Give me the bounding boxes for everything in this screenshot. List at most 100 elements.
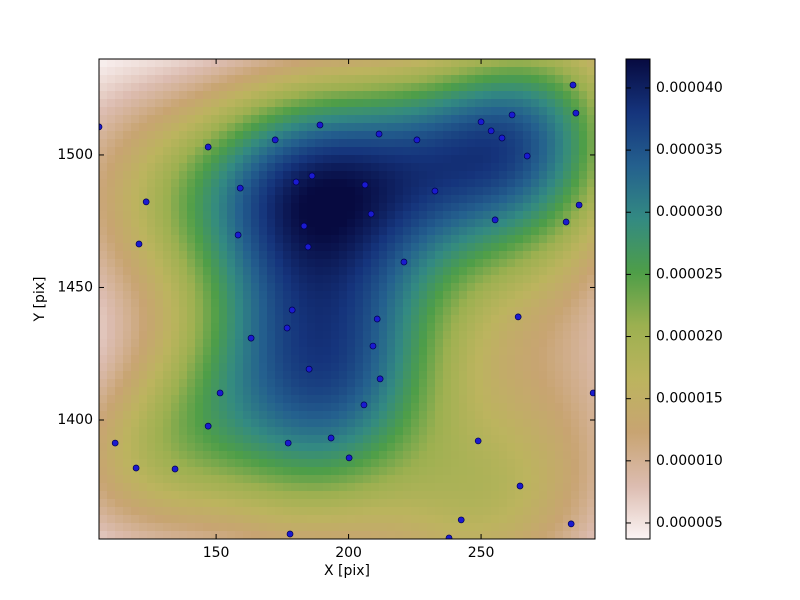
density-cell [467,251,476,260]
density-cell [563,107,572,116]
density-cell [499,307,508,316]
density-cell [499,99,508,108]
density-cell [171,163,180,172]
density-cell [563,299,572,308]
density-cell [147,443,156,452]
density-cell [195,259,204,268]
density-cell [371,147,380,156]
density-cell [235,171,244,180]
density-cell [251,267,260,276]
density-cell [371,387,380,396]
density-cell [539,131,548,140]
density-cell [243,107,252,116]
density-cell [587,531,595,539]
density-cell [243,251,252,260]
density-cell [363,211,372,220]
density-cell [195,99,204,108]
density-cell [451,347,460,356]
density-cell [371,483,380,492]
density-cell [371,275,380,284]
density-cell [435,291,444,300]
density-cell [227,499,236,508]
density-cell [155,483,164,492]
density-cell [403,499,412,508]
density-cell [339,403,348,412]
density-cell [259,139,268,148]
density-cell [531,363,540,372]
density-cell [379,363,388,372]
density-cell [259,83,268,92]
density-cell [235,75,244,84]
density-cell [187,107,196,116]
density-cell [147,195,156,204]
density-cell [107,171,116,180]
density-cell [563,451,572,460]
density-cell [347,171,356,180]
density-cell [555,59,564,68]
density-cell [163,379,172,388]
density-cell [587,299,595,308]
density-cell [491,219,500,228]
density-cell [123,163,132,172]
density-cell [171,315,180,324]
density-cell [523,371,532,380]
density-cell [507,115,516,124]
density-cell [267,219,276,228]
density-cell [323,235,332,244]
density-cell [99,403,108,412]
density-cell [299,403,308,412]
density-cell [587,147,595,156]
density-cell [371,419,380,428]
density-cell [451,139,460,148]
density-cell [219,395,228,404]
density-cell [211,75,220,84]
density-cell [507,467,516,476]
density-cell [355,411,364,420]
density-cell [163,411,172,420]
density-cell [179,227,188,236]
density-cell [243,483,252,492]
density-cell [555,107,564,116]
density-cell [539,115,548,124]
density-cell [539,307,548,316]
density-cell [475,427,484,436]
density-cell [467,131,476,140]
density-cell [483,163,492,172]
density-cell [171,267,180,276]
density-cell [211,331,220,340]
density-cell [467,355,476,364]
density-cell [163,155,172,164]
density-cell [355,467,364,476]
density-cell [395,291,404,300]
density-cell [139,331,148,340]
density-cell [451,331,460,340]
density-cell [347,275,356,284]
density-cell [235,387,244,396]
density-cell [587,203,595,212]
density-cell [499,219,508,228]
density-cell [107,363,116,372]
density-cell [195,91,204,100]
density-cell [475,515,484,524]
density-cell [579,91,588,100]
density-cell [203,435,212,444]
colorbar-tick-label: 0.000005 [656,515,723,531]
density-cell [163,187,172,196]
density-cell [419,235,428,244]
density-cell [275,107,284,116]
density-cell [243,403,252,412]
density-cell [555,507,564,516]
density-cell [339,163,348,172]
density-cell [531,387,540,396]
density-cell [291,235,300,244]
density-cell [211,219,220,228]
density-cell [267,523,276,532]
density-cell [547,139,556,148]
density-cell [403,59,412,68]
density-cell [147,291,156,300]
density-cell [499,299,508,308]
density-cell [419,491,428,500]
density-cell [235,531,244,539]
density-cell [123,427,132,436]
density-cell [547,147,556,156]
